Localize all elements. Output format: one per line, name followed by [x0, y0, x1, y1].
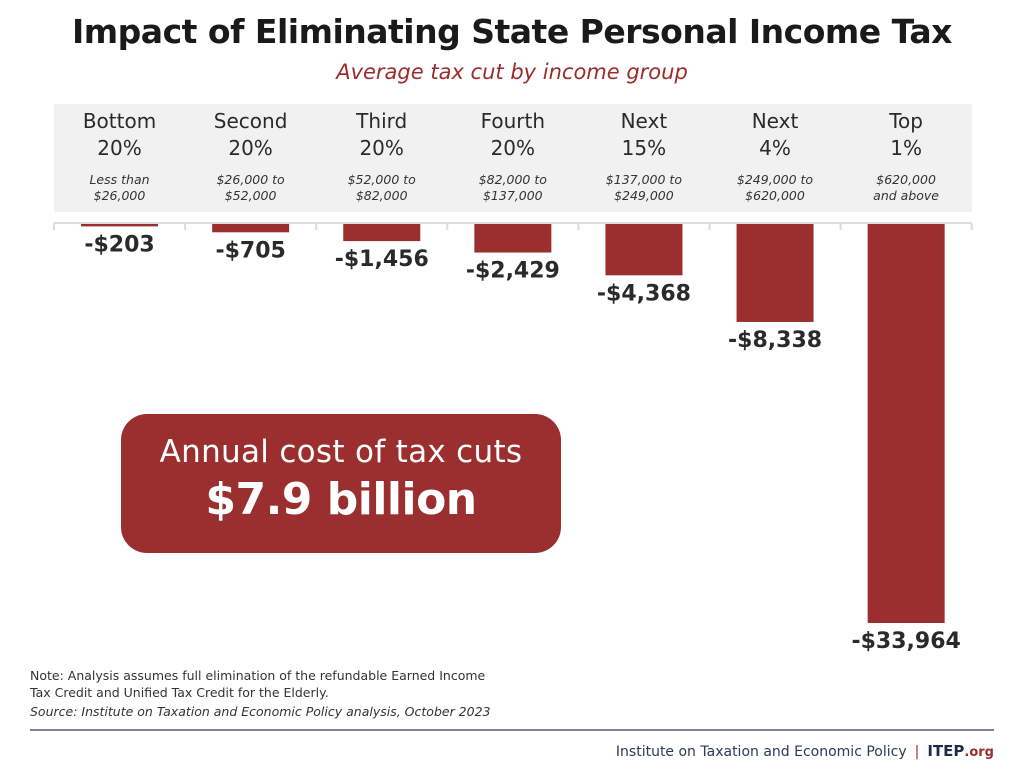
- category-income-range: $137,000 to $249,000: [578, 172, 709, 204]
- category-header: Bottom 20% Less than $26,000: [54, 108, 185, 204]
- itep-logo[interactable]: ITEP.org: [927, 742, 994, 760]
- category-header: Next 15% $137,000 to $249,000: [578, 108, 709, 204]
- category-group-label: Top: [889, 109, 923, 133]
- logo-suffix: .org: [964, 745, 994, 760]
- category-income-range: $249,000 to $620,000: [710, 172, 841, 204]
- income-range-line: $52,000 to: [347, 172, 416, 187]
- category-income-range: $26,000 to $52,000: [185, 172, 316, 204]
- bar-6: [867, 224, 945, 623]
- bar-2: [343, 224, 421, 242]
- chart-subtitle: Average tax cut by income group: [336, 60, 688, 84]
- income-range-line: $26,000: [93, 188, 146, 203]
- category-income-range: $620,000 and above: [841, 172, 972, 204]
- category-header: Next 4% $249,000 to $620,000: [710, 108, 841, 204]
- logo-brand: ITEP: [927, 742, 965, 760]
- category-income-range: $82,000 to $137,000: [447, 172, 578, 204]
- bar-value-label: -$203: [84, 232, 154, 257]
- category-share-label: 15%: [621, 136, 667, 160]
- income-range-line: $82,000: [355, 188, 408, 203]
- bar-5: [736, 224, 814, 322]
- income-range-line: $620,000: [876, 172, 936, 187]
- category-share-label: 1%: [890, 136, 922, 160]
- bar-value-label: -$2,429: [466, 259, 560, 284]
- footer-divider: [30, 729, 994, 731]
- income-range-line: and above: [873, 188, 939, 203]
- callout-value: $7.9 billion: [205, 474, 477, 525]
- category-group-label: Fourth: [480, 109, 546, 133]
- income-range-line: $137,000 to: [605, 172, 682, 187]
- annual-cost-callout: Annual cost of tax cuts $7.9 billion: [121, 414, 561, 553]
- category-income-range: $52,000 to $82,000: [316, 172, 447, 204]
- income-range-line: $52,000: [224, 188, 277, 203]
- bar-value-label: -$1,456: [335, 247, 429, 272]
- footer: Institute on Taxation and Economic Polic…: [616, 742, 994, 760]
- chart-title: Impact of Eliminating State Personal Inc…: [72, 12, 952, 51]
- category-group-label: Next: [751, 109, 799, 133]
- category-header: Fourth 20% $82,000 to $137,000: [447, 108, 578, 204]
- income-range-line: $26,000 to: [216, 172, 285, 187]
- income-range-line: $249,000: [614, 188, 674, 203]
- income-range-line: $249,000 to: [736, 172, 814, 187]
- category-header: Top 1% $620,000 and above: [841, 108, 972, 204]
- bar-0: [81, 224, 159, 227]
- bar-value-label: -$4,368: [597, 281, 691, 306]
- category-group-label: Second: [213, 109, 288, 133]
- income-range-line: $137,000: [482, 188, 543, 203]
- category-header: Second 20% $26,000 to $52,000: [185, 108, 316, 204]
- bar-3: [474, 224, 552, 253]
- category-share-label: 20%: [359, 136, 404, 160]
- bar-1: [212, 224, 290, 233]
- bar-value-label: -$705: [215, 238, 285, 263]
- income-range-line: $82,000 to: [478, 172, 547, 187]
- income-range-line: Less than: [89, 172, 150, 187]
- footer-org-name: Institute on Taxation and Economic Polic…: [615, 744, 907, 760]
- category-group-label: Bottom: [82, 109, 157, 133]
- category-share-label: 4%: [759, 136, 791, 160]
- bar-value-label: -$33,964: [851, 629, 960, 654]
- bar-value-label: -$8,338: [728, 328, 822, 353]
- category-share-label: 20%: [228, 136, 273, 160]
- category-share-label: 20%: [490, 136, 536, 160]
- category-group-label: Third: [356, 109, 408, 133]
- category-group-label: Next: [620, 109, 668, 133]
- category-share-label: 20%: [97, 136, 142, 160]
- category-income-range: Less than $26,000: [54, 172, 185, 204]
- bar-4: [605, 224, 683, 276]
- callout-label: Annual cost of tax cuts: [159, 434, 523, 470]
- category-header-band: [54, 104, 972, 212]
- chart-source: Source: Institute on Taxation and Econom…: [30, 704, 491, 719]
- footer-separator: |: [914, 744, 920, 760]
- category-header: Third 20% $52,000 to $82,000: [316, 108, 447, 204]
- chart-note: Note: Analysis assumes full elimination …: [30, 668, 486, 700]
- income-range-line: $620,000: [745, 188, 805, 203]
